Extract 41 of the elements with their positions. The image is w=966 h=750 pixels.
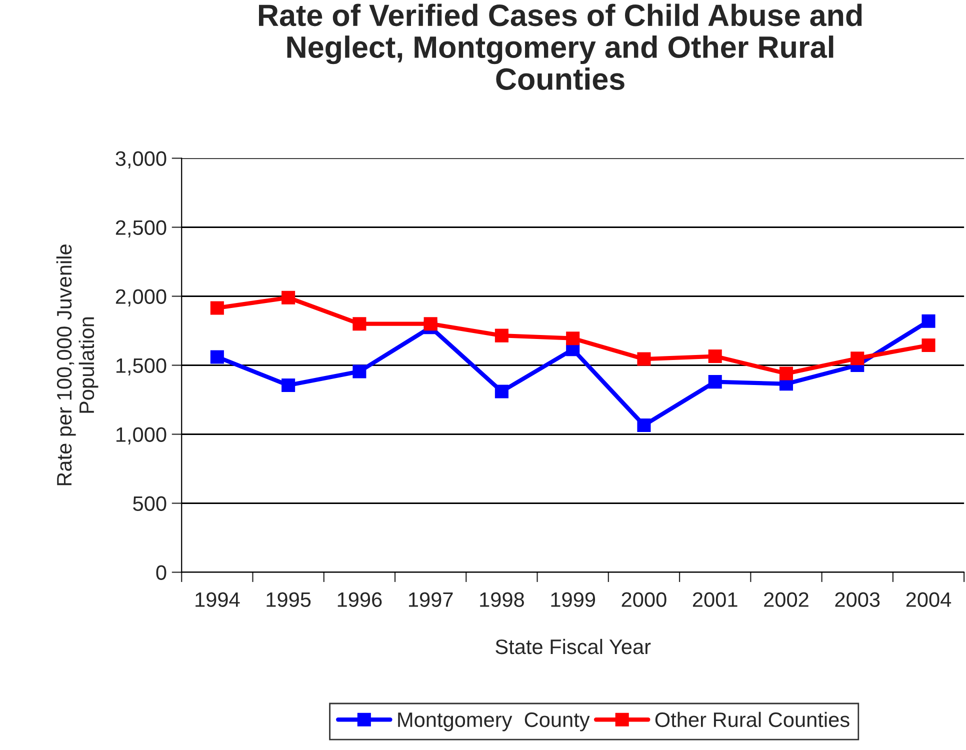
point (708, 375, 722, 389)
y-axis-title: Rate per 100,000 Juvenile Population (56, 244, 98, 486)
legend-label: Montgomery County (398, 712, 590, 732)
point (922, 314, 936, 328)
y-tick-label: 0 (156, 565, 166, 580)
y-tick-label: 2,500 (116, 220, 166, 238)
x-tick-label: 2001 (692, 592, 738, 607)
point (850, 352, 864, 366)
x-tick-label: 2002 (764, 592, 808, 607)
y-tick-label: 3,000 (116, 151, 166, 168)
x-tick-label: 1998 (480, 592, 524, 607)
point (282, 378, 296, 392)
point (210, 350, 224, 364)
point (494, 384, 508, 398)
point (424, 317, 438, 331)
x-tick-label: 1997 (408, 592, 453, 607)
x-tick-label: 2003 (835, 592, 880, 607)
chart-title: Rate of Verified Cases of Child Abuse and Neglect, Montgomery and Other Rural Counties (258, 4, 862, 90)
y-tick-label: 1,000 (116, 427, 166, 444)
point (779, 366, 794, 380)
x-tick-label: 1994 (196, 592, 240, 607)
x-tick-label: 1995 (266, 592, 311, 607)
y-tick-label: 2,000 (116, 289, 166, 306)
point (566, 332, 580, 346)
x-tick-label: 2000 (622, 592, 666, 607)
point (637, 418, 651, 432)
point (922, 338, 936, 352)
x-axis-title: State Fiscal Year (496, 638, 651, 654)
x-tick-label: 2004 (906, 592, 952, 607)
point (494, 328, 508, 342)
y-tick-label: 500 (133, 496, 166, 512)
point (637, 352, 651, 366)
point (282, 290, 296, 304)
point (210, 301, 224, 315)
point (352, 364, 366, 378)
legend-label: Other Rural Counties (655, 712, 850, 728)
point (352, 317, 366, 331)
x-tick-label: 1996 (338, 592, 382, 607)
y-tick-label: 1,500 (116, 358, 166, 376)
x-tick-label: 1999 (551, 592, 596, 607)
point (708, 350, 722, 364)
